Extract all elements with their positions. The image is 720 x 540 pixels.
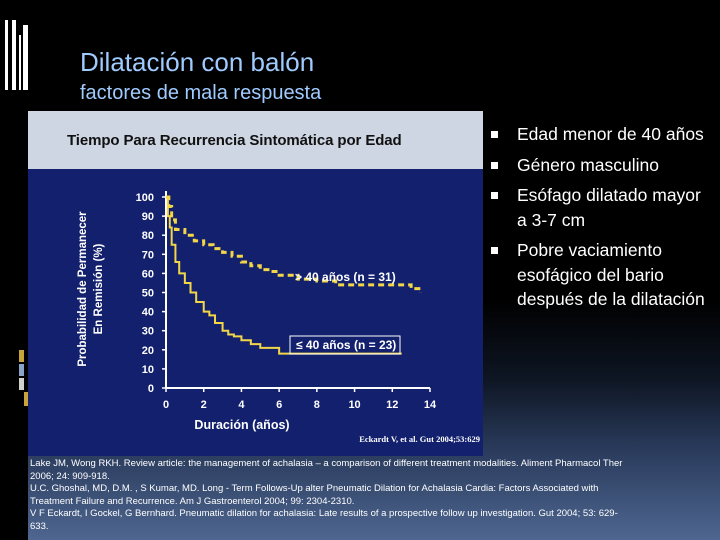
- x-tick-label: 8: [314, 399, 320, 411]
- y-axis-label-line-2: En Remisión (%): [93, 243, 105, 334]
- x-tick-label: 2: [201, 399, 207, 411]
- tick-labels: 0 10 20 30 40 50 60 70 80 90 100 0 2 4 6 8 10 12 14: [136, 192, 437, 411]
- x-tick-label: 10: [348, 399, 360, 411]
- square-bullet-icon: [491, 192, 498, 199]
- series-labels: > 40 años (n = 31) ≤ 40 años (n = 23): [289, 270, 401, 355]
- bullet-item: Género masculino: [490, 153, 712, 178]
- series-label-over-40: > 40 años (n = 31): [295, 270, 396, 284]
- y-axis-label-line-1: Probabilidad de Permanecer: [77, 211, 89, 367]
- left-decor-strip: [0, 0, 28, 540]
- bullet-text: Esófago dilatado mayor a 3-7 cm: [517, 185, 701, 230]
- x-tick-label: 4: [238, 399, 245, 411]
- bullet-item: Esófago dilatado mayor a 3-7 cm: [490, 183, 712, 232]
- slide-title: Dilatación con balón: [80, 47, 315, 77]
- series-label-box: [289, 335, 401, 355]
- x-tick-label: 0: [163, 399, 169, 411]
- series-line-over-40: [166, 195, 423, 293]
- x-tick-label: 6: [276, 399, 282, 411]
- reference-item: V F Eckardt, I Gockel, G Bernhard. Pneum…: [30, 508, 618, 532]
- bullet-item: Pobre vaciamiento esofágico del bario de…: [490, 238, 712, 312]
- bullet-list: Edad menor de 40 años Género masculino E…: [490, 122, 712, 318]
- bullet-item: Edad menor de 40 años: [490, 122, 712, 147]
- chart-header: Tiempo Para Recurrencia Sintomática por …: [28, 111, 483, 169]
- survival-chart: Tiempo Para Recurrencia Sintomática por …: [28, 111, 483, 456]
- bullet-text: Género masculino: [517, 154, 660, 175]
- slide-subtitle: factores de mala respuesta: [80, 82, 322, 104]
- chart-title: Tiempo Para Recurrencia Sintomática por …: [67, 132, 402, 149]
- x-tick-label: 14: [424, 399, 437, 411]
- reference-item: U.C. Ghoshal, MD, D.M. , S Kumar, MD. Lo…: [30, 483, 599, 507]
- y-tick-label: 70: [142, 249, 154, 261]
- chart-plot: 0 10 20 30 40 50 60 70 80 90 100 0 2 4 6 8 10 12 14 > 40 a…: [77, 191, 480, 444]
- x-tick-label: 12: [386, 399, 398, 411]
- y-tick-label: 80: [142, 230, 154, 242]
- y-tick-label: 50: [142, 288, 154, 300]
- square-bullet-icon: [491, 247, 498, 254]
- series-label-under-40: ≤ 40 años (n = 23): [296, 338, 396, 352]
- y-tick-label: 20: [142, 345, 154, 357]
- y-tick-label: 100: [136, 192, 154, 204]
- bullet-text: Edad menor de 40 años: [517, 124, 704, 144]
- bullet-text: Pobre vaciamiento esofágico del bario de…: [517, 240, 705, 309]
- y-tick-label: 10: [142, 364, 154, 376]
- y-tick-label: 40: [142, 307, 154, 319]
- square-bullet-icon: [491, 131, 498, 138]
- chart-source-note: Eckardt V, et al. Gut 2004;53:629: [359, 434, 480, 444]
- y-tick-label: 90: [142, 211, 154, 223]
- y-tick-label: 30: [142, 326, 154, 338]
- square-bullet-icon: [491, 161, 498, 169]
- y-tick-label: 60: [142, 268, 154, 280]
- series-lines: [166, 195, 423, 355]
- reference-item: Lake JM, Wong RKH. Review article: the m…: [30, 458, 623, 482]
- x-axis-label: Duración (años): [194, 418, 289, 432]
- series-line-under-40: [166, 196, 402, 355]
- axes: [165, 191, 430, 389]
- references: Lake JM, Wong RKH. Review article: the m…: [30, 458, 630, 533]
- y-tick-label: 0: [148, 383, 154, 395]
